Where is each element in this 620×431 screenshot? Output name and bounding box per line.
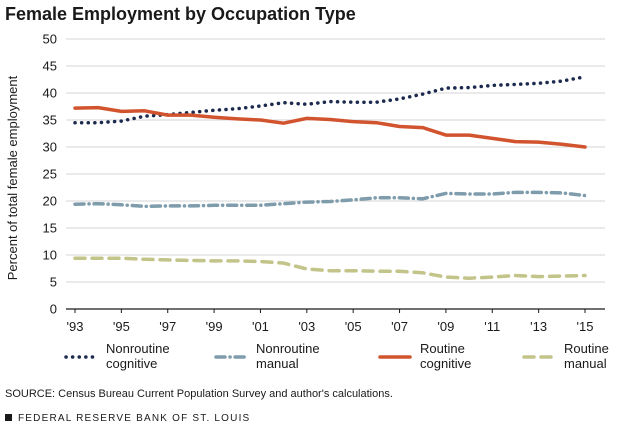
x-tick-label: '11: [484, 319, 500, 334]
y-tick-label: 20: [43, 194, 57, 209]
x-tick-label: '99: [206, 319, 223, 334]
x-tick-label: '07: [391, 319, 408, 334]
x-tick-label: '15: [577, 319, 594, 334]
legend-label: manual: [256, 356, 299, 371]
legend-label: Routine: [420, 341, 465, 356]
legend-label: cognitive: [106, 356, 157, 371]
legend: NonroutinecognitiveNonroutinemanualRouti…: [64, 341, 609, 371]
legend-label: Nonroutine: [106, 341, 170, 356]
x-tick-label: '05: [345, 319, 362, 334]
y-tick-label: 50: [43, 32, 57, 47]
source-note: SOURCE: Census Bureau Current Population…: [5, 388, 393, 400]
y-tick-label: 5: [50, 275, 57, 290]
y-tick-label: 25: [43, 167, 57, 182]
y-axis-label: Percent of total female employment: [5, 75, 20, 280]
x-tick-label: '03: [298, 319, 315, 334]
x-tick-label: '95: [113, 319, 130, 334]
chart-title: Female Employment by Occupation Type: [5, 4, 356, 24]
series-line: [73, 105, 587, 149]
y-tick-label: 30: [43, 140, 57, 155]
legend-label: Routine: [564, 341, 609, 356]
series-line: [73, 190, 587, 209]
x-tick-label: '13: [530, 319, 547, 334]
series-line: [73, 75, 587, 125]
footer-label: FEDERAL RESERVE BANK OF ST. LOUIS: [18, 413, 250, 424]
y-axis-ticks: 0 5 10 15 20 25 30 35 40 45 50: [43, 32, 57, 317]
x-tick-label: '09: [437, 319, 454, 334]
y-tick-label: 40: [43, 86, 57, 101]
y-tick-label: 0: [50, 302, 57, 317]
x-tick-label: '01: [252, 319, 269, 334]
footer-square-icon: [5, 414, 12, 421]
legend-label: Nonroutine: [256, 341, 320, 356]
legend-label: cognitive: [420, 356, 471, 371]
x-tick-label: '97: [159, 319, 176, 334]
x-tick-label: '93: [67, 319, 84, 334]
y-tick-label: 45: [43, 59, 57, 74]
grid: [66, 38, 605, 310]
y-tick-label: 10: [43, 248, 57, 263]
x-axis-ticks: '93 '95 '97 '99 '01 '03 '05 '07 '09 '11 '13 '15: [67, 309, 594, 334]
y-tick-label: 15: [43, 221, 57, 236]
legend-label: manual: [564, 356, 607, 371]
series-lines: [73, 75, 587, 280]
series-line: [73, 256, 587, 280]
y-tick-label: 35: [43, 113, 57, 128]
